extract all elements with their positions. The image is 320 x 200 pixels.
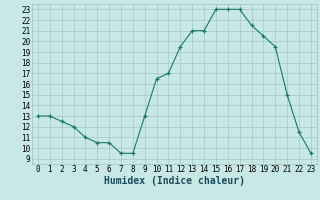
X-axis label: Humidex (Indice chaleur): Humidex (Indice chaleur) (104, 176, 245, 186)
